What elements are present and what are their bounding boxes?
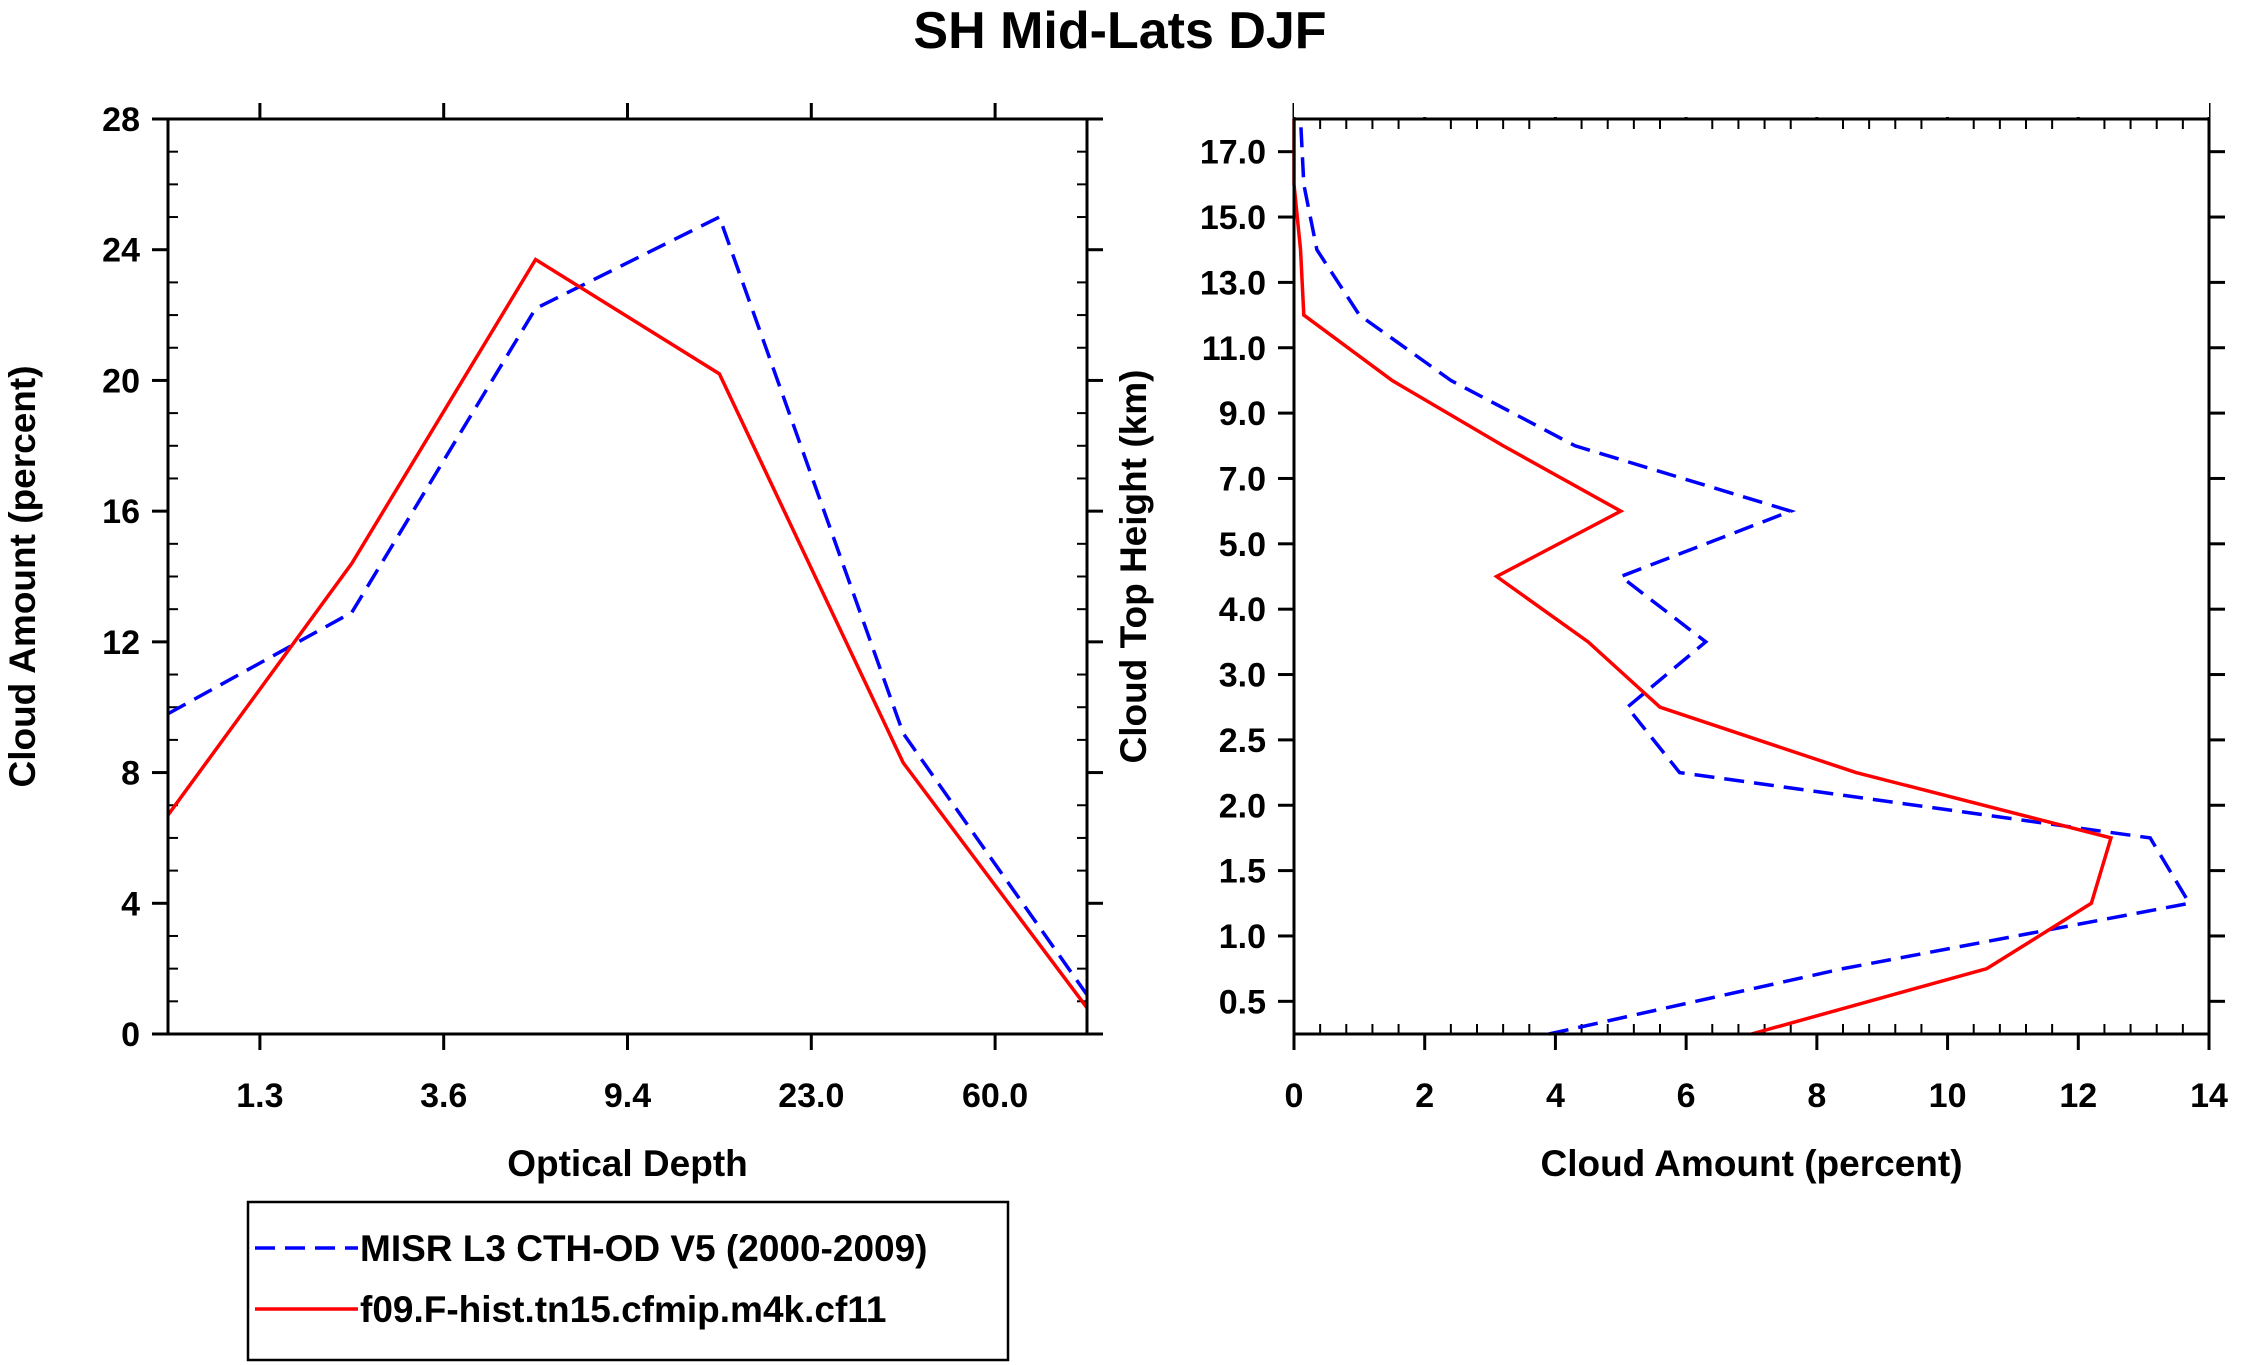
y-tick-label: 16 [102, 493, 140, 531]
series-line-obs [1298, 118, 2193, 1036]
x-tick-label: 60.0 [962, 1077, 1028, 1115]
plot-frame [1292, 117, 2211, 1036]
series-line-obs [167, 214, 1089, 996]
y-tick-label: 0 [121, 1016, 140, 1054]
x-tick-label: 4 [1546, 1077, 1565, 1115]
y-tick-label: 1.5 [1219, 853, 1266, 891]
x-tick-label: 0 [1285, 1077, 1304, 1115]
series-line-model [1292, 119, 2114, 1036]
series-line-model [166, 257, 1089, 1009]
legend: MISR L3 CTH-OD V5 (2000-2009) f09.F-hist… [246, 1200, 1010, 1362]
y-tick-label: 7.0 [1219, 460, 1266, 498]
legend-label-model: f09.F-hist.tn15.cfmip.m4k.cf11 [360, 1289, 886, 1330]
x-tick-label: 9.4 [604, 1077, 651, 1115]
y-tick-label: 15.0 [1200, 199, 1266, 237]
x-tick-label: 10 [1929, 1077, 1967, 1115]
y-tick-label: 4 [121, 885, 140, 923]
y-tick-label: 24 [102, 232, 140, 270]
y-tick-label: 4.0 [1219, 591, 1266, 629]
y-tick-label: 12 [102, 624, 140, 662]
x-axis-label: Optical Depth [507, 1143, 748, 1184]
left-panel-optical-depth: 0 4 8 12 16 20 24 28 1.3 3.6 9.4 23.0 60.0 Optical De… [2, 101, 1103, 1184]
y-tick-label: 0.5 [1219, 983, 1266, 1021]
x-axis-label: Cloud Amount (percent) [1540, 1143, 1962, 1184]
figure-title: SH Mid-Lats DJF [913, 2, 1326, 60]
y-tick-label: 3.0 [1219, 657, 1266, 695]
x-tick-label: 6 [1677, 1077, 1696, 1115]
legend-box [246, 1200, 1010, 1362]
x-tick-label: 14 [2190, 1077, 2228, 1115]
y-tick-label: 11.0 [1202, 330, 1266, 368]
y-tick-label: 2.0 [1219, 787, 1266, 825]
y-axis-label: Cloud Top Height (km) [1113, 370, 1154, 764]
clip-mask-top [1294, 79, 2209, 117]
x-tick-label: 8 [1807, 1077, 1826, 1115]
x-tick-label: 1.3 [236, 1077, 283, 1115]
plot-frame [166, 117, 1089, 1036]
y-tick-label: 1.0 [1219, 918, 1266, 956]
y-axis-label: Cloud Amount (percent) [2, 365, 43, 787]
x-tick-label: 23.0 [778, 1077, 844, 1115]
right-panel-cloud-top-height: 0 2 4 6 8 10 12 14 0.5 1.0 1.5 2.0 2.5 3.0 4.0 5.0 7.0 9.… [1113, 79, 2228, 1184]
y-tick-label: 5.0 [1219, 526, 1266, 564]
y-tick-label: 9.0 [1219, 395, 1266, 433]
x-tick-label: 12 [2059, 1077, 2097, 1115]
y-tick-label: 8 [121, 755, 140, 793]
y-tick-label: 13.0 [1200, 264, 1266, 302]
y-tick-label: 17.0 [1200, 134, 1266, 172]
y-tick-label: 2.5 [1219, 722, 1266, 760]
x-tick-label: 3.6 [420, 1077, 467, 1115]
legend-label-obs: MISR L3 CTH-OD V5 (2000-2009) [360, 1228, 928, 1269]
y-tick-label: 28 [102, 101, 140, 139]
x-tick-label: 2 [1415, 1077, 1434, 1115]
y-tick-label: 20 [102, 362, 140, 400]
